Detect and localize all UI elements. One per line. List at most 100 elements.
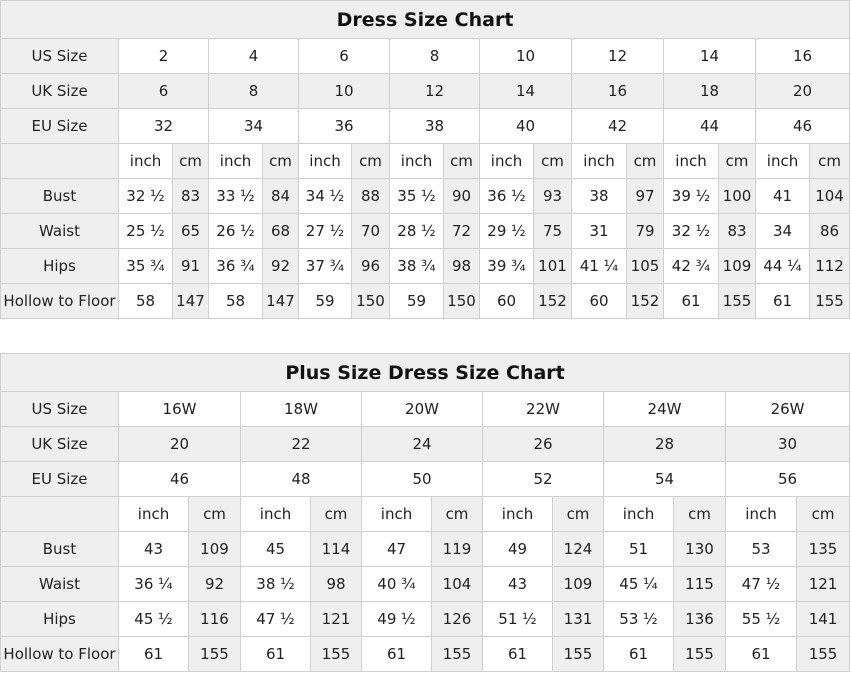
inch-value: 40 ¾: [361, 566, 432, 602]
size-value: 16: [754, 38, 851, 74]
inch-value: 35 ½: [389, 178, 444, 214]
row-label-empty: [0, 143, 119, 179]
row-label: US Size: [0, 38, 119, 74]
size-value: 12: [571, 38, 664, 74]
size-row: US Size 2 4 6 8 10 12 14 16: [0, 38, 851, 74]
cm-value: 152: [626, 283, 664, 319]
inch-value: 43: [118, 531, 189, 567]
cm-value: 93: [533, 178, 572, 214]
unit-inch: inch: [571, 143, 627, 179]
size-value: 6: [298, 38, 390, 74]
inch-value: 47 ½: [725, 566, 797, 602]
inch-value: 58: [118, 283, 173, 319]
inch-value: 33 ½: [208, 178, 263, 214]
plus-size-dress-size-chart-table: Plus Size Dress Size Chart US Size 16W 18W 2…: [0, 353, 851, 672]
unit-inch: inch: [208, 143, 263, 179]
cm-value: 83: [172, 178, 209, 214]
cm-value: 116: [188, 601, 241, 637]
size-value: 42: [571, 108, 664, 144]
row-label: EU Size: [0, 108, 119, 144]
cm-value: 86: [808, 213, 851, 249]
cm-value: 155: [808, 283, 851, 319]
unit-cm: cm: [718, 143, 756, 179]
cm-value: 130: [673, 531, 726, 567]
inch-value: 34: [755, 213, 810, 249]
inch-value: 59: [389, 283, 444, 319]
row-label: Waist: [0, 566, 119, 602]
inch-value: 28 ½: [389, 213, 444, 249]
size-value: 24: [361, 426, 483, 462]
inch-value: 61: [603, 636, 674, 672]
cm-value: 65: [172, 213, 209, 249]
inch-value: 58: [208, 283, 263, 319]
size-value: 6: [118, 73, 209, 109]
inch-value: 59: [298, 283, 352, 319]
inch-value: 60: [479, 283, 534, 319]
measurement-row: Hips 45 ½ 116 47 ½ 121 49 ½ 126 51 ½ 131 53 ½ 136 5…: [0, 601, 851, 637]
inch-value: 29 ½: [479, 213, 534, 249]
inch-value: 47 ½: [240, 601, 311, 637]
size-value: 22W: [482, 391, 604, 427]
inch-value: 51: [603, 531, 674, 567]
inch-value: 36 ½: [479, 178, 534, 214]
inch-value: 61: [118, 636, 189, 672]
size-value: 38: [389, 108, 480, 144]
size-value: 16W: [118, 391, 241, 427]
size-value: 12: [389, 73, 480, 109]
inch-value: 26 ½: [208, 213, 263, 249]
cm-value: 114: [310, 531, 362, 567]
cm-value: 109: [552, 566, 604, 602]
unit-cm: cm: [431, 496, 483, 532]
inch-value: 61: [240, 636, 311, 672]
size-value: 20: [118, 426, 241, 462]
inch-value: 38 ½: [240, 566, 311, 602]
inch-value: 39 ¾: [479, 248, 534, 284]
size-value: 48: [240, 461, 362, 497]
cm-value: 115: [673, 566, 726, 602]
unit-cm: cm: [795, 496, 851, 532]
row-label: Bust: [0, 178, 119, 214]
size-value: 16: [571, 73, 664, 109]
unit-cm: cm: [172, 143, 209, 179]
size-row: EU Size 32 34 36 38 40 42 44 46: [0, 108, 851, 144]
unit-cm: cm: [673, 496, 726, 532]
row-label: Waist: [0, 213, 119, 249]
cm-value: 135: [795, 531, 851, 567]
cm-value: 79: [626, 213, 664, 249]
size-value: 14: [663, 38, 756, 74]
inch-value: 41 ¼: [571, 248, 627, 284]
row-label: Hips: [0, 601, 119, 637]
unit-row: inch cm inch cm inch cm inch cm inch cm inch cm inch…: [0, 143, 851, 179]
inch-value: 32 ½: [663, 213, 719, 249]
size-value: 30: [724, 426, 851, 462]
cm-value: 96: [351, 248, 390, 284]
cm-value: 91: [172, 248, 209, 284]
cm-value: 109: [188, 531, 241, 567]
inch-value: 27 ½: [298, 213, 352, 249]
inch-value: 61: [663, 283, 719, 319]
cm-value: 104: [808, 178, 851, 214]
cm-value: 155: [310, 636, 362, 672]
cm-value: 150: [351, 283, 390, 319]
inch-value: 34 ½: [298, 178, 352, 214]
unit-inch: inch: [298, 143, 352, 179]
cm-value: 84: [262, 178, 299, 214]
cm-value: 155: [188, 636, 241, 672]
size-value: 46: [118, 461, 241, 497]
unit-cm: cm: [310, 496, 362, 532]
size-value: 32: [118, 108, 209, 144]
title-row: Plus Size Dress Size Chart: [0, 353, 851, 392]
cm-value: 98: [310, 566, 362, 602]
chart-title: Dress Size Chart: [0, 0, 851, 39]
unit-inch: inch: [663, 143, 719, 179]
size-value: 26: [482, 426, 604, 462]
cm-value: 131: [552, 601, 604, 637]
inch-value: 38 ¾: [389, 248, 444, 284]
size-value: 50: [361, 461, 483, 497]
unit-inch: inch: [389, 143, 444, 179]
measurement-row: Waist 25 ½ 65 26 ½ 68 27 ½ 70 28 ½ 72 29 ½ 75 31 79 3…: [0, 213, 851, 249]
inch-value: 49: [482, 531, 553, 567]
dress-size-chart-table: Dress Size Chart US Size 2 4 6 8 10 12 14 16 UK Si…: [0, 0, 851, 319]
row-label: Hips: [0, 248, 119, 284]
cm-value: 101: [533, 248, 572, 284]
